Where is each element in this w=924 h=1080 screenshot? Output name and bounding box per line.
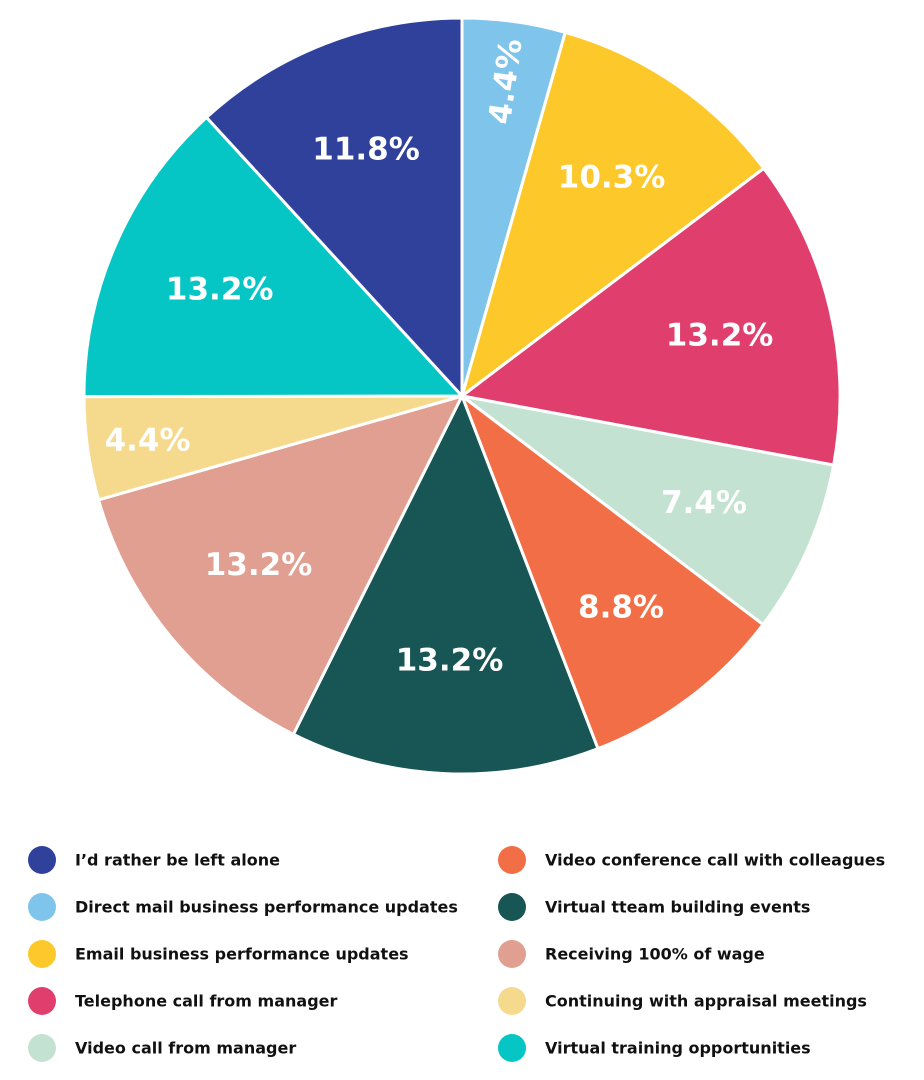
legend-label-receiving-100-of-wage: Receiving 100% of wage	[545, 945, 765, 964]
pie-slice-label-virtual-training-opportunities: 13.2%	[166, 272, 274, 308]
pie-slice-label-i-d-rather-be-left-alone: 11.8%	[312, 131, 420, 167]
pie-slice-email-business-performance-updates	[460, 30, 766, 398]
pie-slice-virtual-tteam-building-events	[291, 394, 600, 776]
pie-slices	[82, 16, 842, 776]
legend-swatch-video-conference-call-with-colleagues	[498, 846, 526, 874]
pie-slice-label-video-conference-call-with-colleagues: 8.8%	[578, 589, 664, 625]
pie-slice-label-email-business-performance-updates: 10.3%	[558, 160, 666, 196]
legend-label-continuing-with-appraisal-meetings: Continuing with appraisal meetings	[545, 992, 867, 1011]
legend-label-video-conference-call-with-colleagues: Video conference call with colleagues	[545, 851, 885, 870]
legend-swatch-email-business-performance-updates	[28, 940, 56, 968]
pie-slice-label-continuing-with-appraisal-meetings: 4.4%	[105, 422, 191, 458]
legend-swatch-virtual-training-opportunities	[498, 1034, 526, 1062]
pie-slice-video-call-from-manager	[460, 394, 836, 627]
pie-slice-label-receiving-100-of-wage: 13.2%	[205, 547, 313, 583]
pie-slice-i-d-rather-be-left-alone	[205, 16, 464, 398]
legend-label-email-business-performance-updates: Email business performance updates	[75, 945, 409, 964]
legend-label-virtual-training-opportunities: Virtual training opportunities	[545, 1039, 811, 1058]
legend-label-virtual-tteam-building-events: Virtual tteam building events	[545, 898, 810, 917]
legend-swatch-continuing-with-appraisal-meetings	[498, 987, 526, 1015]
pie-slice-telephone-call-from-manager	[460, 166, 842, 467]
legend-swatch-video-call-from-manager	[28, 1034, 56, 1062]
pie-slice-receiving-100-of-wage	[97, 394, 464, 736]
pie-slice-labels: 4.4%10.3%13.2%7.4%8.8%13.2%13.2%4.4%13.2…	[105, 36, 774, 678]
pie-slice-label-telephone-call-from-manager: 13.2%	[666, 317, 774, 353]
pie-slice-virtual-training-opportunities	[82, 115, 464, 399]
pie-slice-video-conference-call-with-colleagues	[460, 394, 765, 751]
pie-slice-label-video-call-from-manager: 7.4%	[661, 485, 747, 521]
legend-swatch-telephone-call-from-manager	[28, 987, 56, 1015]
legend-swatch-receiving-100-of-wage	[498, 940, 526, 968]
legend-label-direct-mail-business-performance-updates: Direct mail business performance updates	[75, 898, 458, 917]
legend-swatch-direct-mail-business-performance-updates	[28, 893, 56, 921]
pie-slice-label-virtual-tteam-building-events: 13.2%	[396, 642, 504, 678]
legend-swatch-virtual-tteam-building-events	[498, 893, 526, 921]
legend-swatch-i-d-rather-be-left-alone	[28, 846, 56, 874]
legend-label-video-call-from-manager: Video call from manager	[75, 1039, 296, 1058]
legend: I’d rather be left alone Direct mail busi…	[28, 846, 885, 1062]
legend-label-telephone-call-from-manager: Telephone call from manager	[75, 992, 337, 1011]
legend-label-i-d-rather-be-left-alone: I’d rather be left alone	[75, 851, 280, 870]
